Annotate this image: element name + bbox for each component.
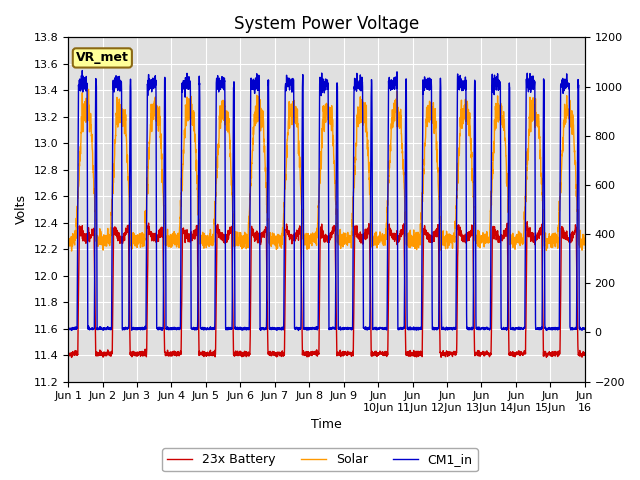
Solar <box>84 86 92 92</box>
CM1_in <box>154 325 162 331</box>
Solar <box>263 202 271 208</box>
Solar <box>285 110 293 116</box>
23x Battery <box>524 219 531 225</box>
Solar <box>154 119 162 124</box>
CM1_in <box>581 325 589 331</box>
23x Battery <box>581 350 589 356</box>
CM1_in <box>515 326 523 332</box>
CM1_in <box>571 326 579 332</box>
Solar <box>571 159 579 165</box>
Legend: 23x Battery, Solar, CM1_in: 23x Battery, Solar, CM1_in <box>163 448 477 471</box>
Title: System Power Voltage: System Power Voltage <box>234 15 419 33</box>
Y-axis label: Volts: Volts <box>15 194 28 225</box>
23x Battery <box>515 352 523 358</box>
CM1_in <box>124 326 131 332</box>
CM1_in <box>294 328 302 334</box>
23x Battery <box>262 238 270 244</box>
Solar <box>68 248 76 254</box>
Solar <box>515 239 523 245</box>
CM1_in <box>285 75 292 81</box>
23x Battery <box>285 228 292 233</box>
Line: CM1_in: CM1_in <box>68 71 585 331</box>
CM1_in <box>79 68 86 73</box>
Line: 23x Battery: 23x Battery <box>68 222 585 358</box>
Solar <box>581 236 589 241</box>
23x Battery <box>68 355 76 360</box>
23x Battery <box>154 233 162 239</box>
23x Battery <box>571 229 579 235</box>
CM1_in <box>262 324 270 330</box>
Line: Solar: Solar <box>68 89 585 251</box>
Solar <box>124 152 131 158</box>
23x Battery <box>64 349 72 355</box>
23x Battery <box>124 229 131 235</box>
CM1_in <box>64 324 72 330</box>
X-axis label: Time: Time <box>311 419 342 432</box>
Solar <box>64 231 72 237</box>
Text: VR_met: VR_met <box>76 51 129 64</box>
